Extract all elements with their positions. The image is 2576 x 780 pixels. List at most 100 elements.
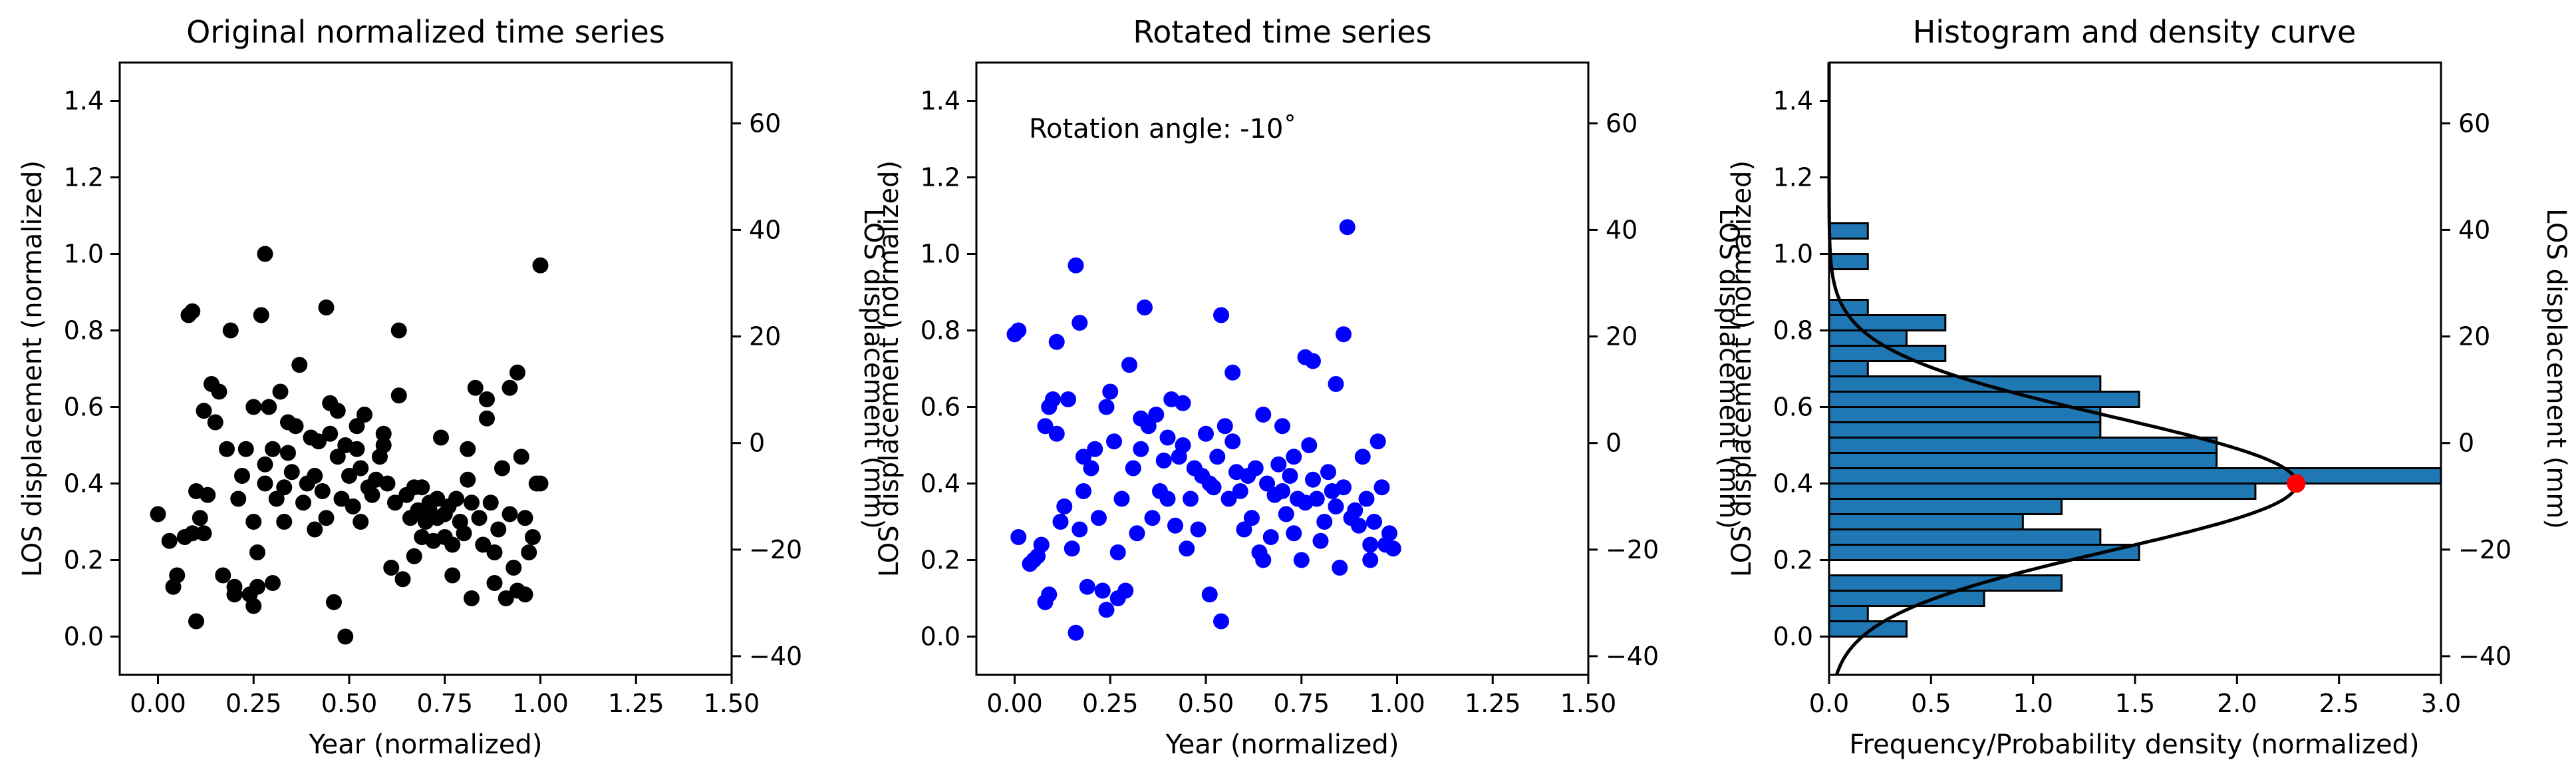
data-point: [505, 560, 522, 576]
y-tick-label: 0.6: [921, 393, 960, 422]
data-point: [394, 571, 411, 588]
data-point: [444, 567, 461, 584]
y-axis-label-left: LOS displacement (normalized): [1727, 160, 1757, 577]
data-point: [1102, 383, 1119, 400]
data-point: [326, 594, 342, 610]
y-tick-label: 0.6: [64, 393, 104, 422]
data-point: [1354, 449, 1371, 465]
data-point: [1091, 510, 1107, 526]
data-point: [1068, 257, 1084, 274]
x-axis: 0.00 0.25 0.50 0.75 1.00 1.25 1.50: [986, 675, 1616, 718]
data-point: [345, 498, 361, 514]
data-point: [1175, 395, 1191, 411]
data-point: [245, 598, 262, 614]
data-point: [276, 514, 293, 530]
data-point: [1236, 521, 1252, 538]
x-tick-label: 1.00: [1369, 689, 1425, 718]
data-point: [1041, 586, 1058, 603]
data-point: [1351, 517, 1367, 534]
data-point: [1305, 471, 1321, 488]
data-point: [1270, 456, 1287, 473]
data-point: [1075, 449, 1091, 465]
data-point: [265, 575, 281, 591]
histogram-bar: [1828, 222, 1869, 240]
data-point: [1144, 510, 1161, 526]
data-point: [1133, 441, 1149, 457]
data-point: [1336, 326, 1352, 343]
y-tick-label: 0.4: [1773, 469, 1813, 498]
y-tick-label: 0.8: [921, 316, 960, 345]
data-point: [357, 407, 372, 423]
histogram-bar: [1828, 421, 2102, 439]
y-axis-left: 0.0 0.2 0.4 0.6 0.8 1.0 1.2 1.4: [64, 87, 120, 652]
data-point: [390, 387, 407, 404]
data-point: [1033, 536, 1050, 553]
data-point: [460, 441, 476, 457]
data-point: [211, 383, 227, 400]
y-tick-label: 0.0: [1773, 622, 1813, 652]
data-point: [460, 471, 476, 488]
data-point: [333, 490, 350, 507]
y-axis-label-left: LOS displacement (normalized): [17, 160, 48, 577]
data-point: [1205, 479, 1222, 496]
data-point: [161, 532, 178, 549]
data-point: [1068, 624, 1084, 641]
data-point: [1224, 433, 1241, 450]
data-point: [341, 468, 357, 484]
data-point: [1255, 552, 1272, 568]
data-point: [245, 399, 262, 415]
y-axis-label-left: LOS displacement (normalized): [874, 160, 905, 577]
data-point: [517, 510, 533, 526]
data-point: [387, 494, 403, 511]
data-point: [429, 490, 446, 507]
y-right-tick-label: 0: [1606, 429, 1622, 458]
data-point: [237, 441, 254, 457]
y-tick-label: 0.8: [64, 316, 104, 345]
data-point: [1320, 464, 1336, 481]
data-point: [268, 490, 285, 507]
data-point: [1064, 540, 1080, 557]
y-tick-label: 1.4: [1773, 87, 1813, 116]
y-right-tick-label: 0: [749, 429, 765, 458]
data-point: [169, 567, 186, 584]
data-point: [318, 299, 335, 315]
x-axis: 0.0 0.5 1.0 1.5 2.0 2.5 3.0: [1809, 675, 2461, 718]
data-point: [464, 494, 480, 511]
y-right-tick-label: 40: [2458, 215, 2490, 244]
x-tick-label: 1.5: [2115, 689, 2155, 718]
data-point: [1220, 490, 1237, 507]
peak-marker: [2287, 474, 2306, 493]
data-point: [1369, 433, 1386, 450]
data-point: [1255, 407, 1272, 423]
data-point: [1247, 460, 1264, 477]
y-axis-right: −40 −20 0 20 40 60: [2441, 108, 2511, 671]
y-right-tick-label: −40: [1606, 642, 1659, 671]
data-point: [272, 383, 289, 400]
data-point: [1366, 514, 1382, 530]
data-point: [222, 322, 239, 339]
data-point: [219, 441, 235, 457]
data-point: [364, 487, 380, 503]
data-point: [532, 475, 549, 492]
data-point: [1109, 544, 1126, 560]
x-tick-label: 0.5: [1911, 689, 1951, 718]
data-point: [1198, 425, 1214, 442]
data-point: [245, 514, 262, 530]
data-point: [1259, 475, 1275, 492]
histogram-bar: [1828, 314, 1947, 331]
data-point: [234, 468, 250, 484]
y-right-tick-label: 60: [1606, 108, 1638, 138]
histogram-bar: [1828, 483, 2257, 500]
data-point: [329, 449, 346, 465]
y-axis-right: −40 −20 0 20 40 60: [732, 108, 802, 671]
data-point: [1175, 437, 1191, 453]
data-point: [349, 441, 365, 457]
data-point: [1244, 510, 1260, 526]
data-point: [353, 514, 369, 530]
y-tick-label: 1.0: [921, 240, 960, 269]
data-point: [1148, 407, 1165, 423]
data-point: [226, 586, 243, 603]
histogram-bar: [1828, 437, 2218, 454]
